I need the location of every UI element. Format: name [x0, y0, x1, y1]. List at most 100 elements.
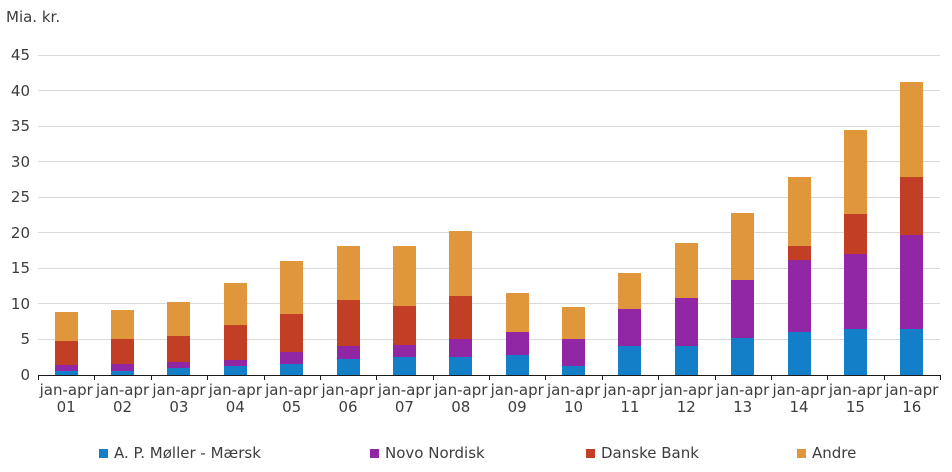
x-axis-tick [827, 375, 829, 380]
bar-segment [505, 331, 529, 356]
x-year-label: 09 [507, 398, 527, 416]
bar-group-09 [505, 292, 529, 375]
bar-segment [787, 177, 811, 246]
y-tick-label: 0 [20, 366, 30, 384]
x-period-label: jan-apr [152, 381, 206, 399]
y-tick-label: 35 [10, 117, 30, 136]
bar-segment [618, 273, 642, 309]
x-category-label: jan-apr 16 [884, 382, 940, 416]
legend-label: Danske Bank [601, 444, 699, 462]
x-axis-tick [432, 375, 434, 380]
bar-group-12 [674, 243, 698, 375]
x-axis-tick [770, 375, 772, 380]
y-tick-label: 25 [10, 188, 30, 207]
x-axis-tick [94, 375, 96, 380]
bar-segment [336, 345, 360, 359]
y-tick-label: 15 [10, 259, 30, 278]
x-year-label: 01 [56, 398, 76, 416]
bar-segment [280, 363, 304, 375]
gridline-35 [38, 125, 940, 127]
bar-segment [54, 340, 78, 366]
x-category-label: jan-apr 07 [376, 382, 432, 416]
y-tick-label: 5 [20, 330, 30, 349]
bar-segment [167, 362, 191, 368]
x-axis-tick [38, 375, 39, 380]
bar-segment [674, 345, 698, 375]
x-year-label: 04 [225, 398, 245, 416]
bar-segment [449, 296, 473, 339]
bar-segment [223, 324, 247, 361]
bar-group-03 [167, 301, 191, 375]
bar-group-05 [280, 261, 304, 375]
x-axis-tick [658, 375, 660, 380]
bar-segment [111, 364, 135, 371]
x-year-label: 16 [902, 398, 922, 416]
x-year-label: 10 [564, 398, 584, 416]
bar-segment [111, 370, 135, 375]
bar-group-10 [562, 307, 586, 375]
gridline-40 [38, 90, 940, 92]
bar-group-13 [731, 212, 755, 375]
y-axis-unit-label: Mia. kr. [6, 8, 61, 26]
bar-group-15 [843, 129, 867, 375]
bar-segment [167, 301, 191, 336]
x-year-label: 11 [620, 398, 640, 416]
bar-segment [562, 338, 586, 367]
x-axis-tick [489, 375, 490, 380]
legend-swatch [586, 448, 595, 458]
x-period-label: jan-apr [377, 381, 432, 399]
x-axis-tick [150, 375, 152, 380]
x-year-label: 07 [394, 398, 414, 416]
x-category-label: jan-apr 12 [658, 382, 714, 416]
x-axis-tick [545, 375, 547, 380]
x-period-label: jan-apr [603, 381, 657, 399]
bar-segment [843, 213, 867, 255]
x-period-label: jan-apr [39, 381, 93, 399]
legend: A. P. Møller - Mærsk Novo Nordisk Danske B… [0, 444, 952, 466]
bar-segment [787, 259, 811, 332]
legend-swatch [370, 448, 379, 458]
bar-segment [280, 352, 304, 364]
bar-segment [223, 360, 247, 367]
x-year-label: 05 [282, 398, 302, 416]
bar-segment [280, 261, 304, 314]
x-axis-tick [376, 375, 378, 380]
bar-segment [674, 297, 698, 346]
x-year-label: 06 [338, 398, 358, 416]
bar-segment [54, 311, 78, 341]
bar-segment [505, 292, 529, 332]
x-period-label: jan-apr [265, 381, 319, 399]
legend-item: A. P. Møller - Mærsk [99, 444, 261, 462]
bar-segment [787, 245, 811, 260]
x-period-label: jan-apr [434, 381, 488, 399]
bar-segment [111, 309, 135, 339]
bar-group-11 [618, 273, 642, 375]
bar-segment [900, 234, 924, 329]
bar-segment [843, 129, 867, 214]
x-category-label: jan-apr 03 [151, 382, 207, 416]
x-axis-tick [263, 375, 265, 380]
bar-segment [674, 243, 698, 298]
x-axis-labels: jan-apr 01 jan-apr 02 jan-apr 03 jan-apr 04 jan-… [38, 382, 940, 422]
bar-segment [618, 308, 642, 346]
bar-segment [843, 328, 867, 375]
legend-item: Novo Nordisk [370, 444, 485, 462]
bar-group-08 [449, 230, 473, 375]
x-category-label: jan-apr 11 [602, 382, 658, 416]
bar-segment [392, 357, 416, 375]
x-year-label: 02 [113, 398, 133, 416]
legend-swatch [99, 448, 108, 458]
bar-segment [731, 212, 755, 280]
x-year-label: 15 [845, 398, 865, 416]
bar-segment [54, 365, 78, 371]
x-category-label: jan-apr 05 [264, 382, 320, 416]
x-period-label: jan-apr [659, 381, 713, 399]
x-axis-tick [319, 375, 321, 380]
bar-segment [900, 82, 924, 178]
bar-segment [449, 357, 473, 375]
bar-segment [336, 299, 360, 346]
x-year-label: 08 [451, 398, 471, 416]
bar-segment [562, 307, 586, 339]
bar-segment [731, 338, 755, 375]
x-period-label: jan-apr [208, 381, 262, 399]
